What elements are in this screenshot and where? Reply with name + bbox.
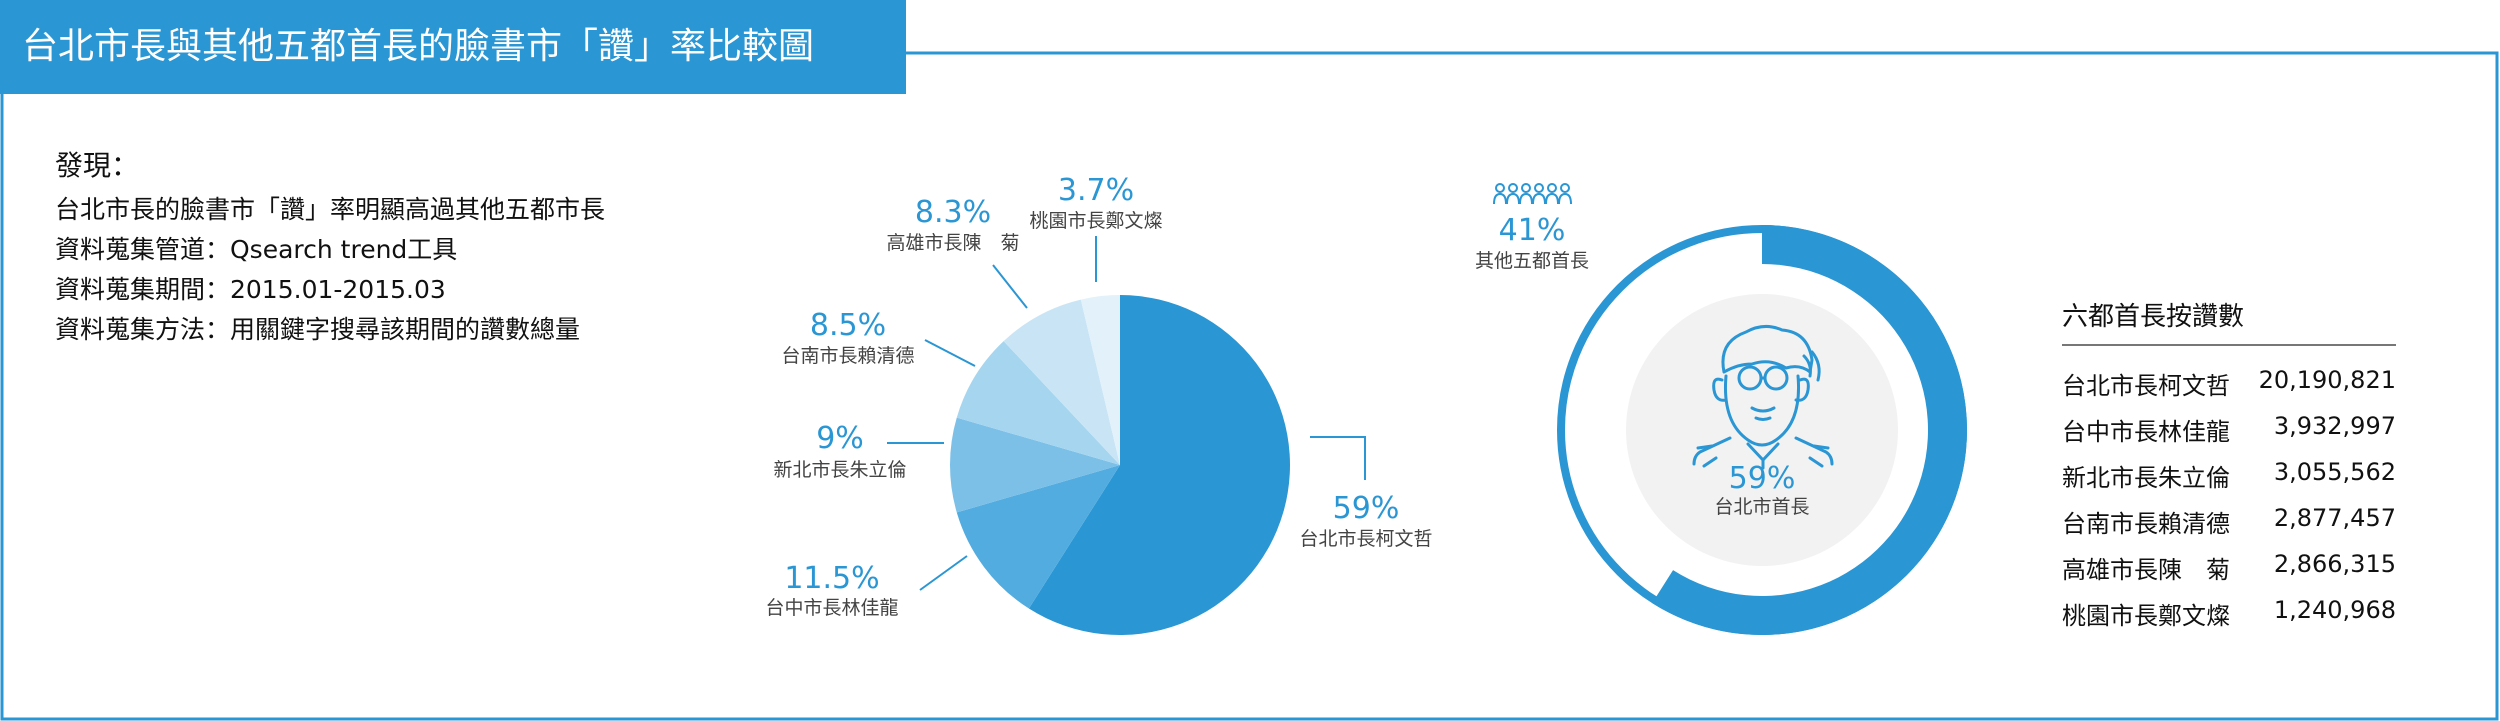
pie-leader-line: [919, 555, 968, 591]
pie-value-label: 59%: [1333, 491, 1400, 526]
pie-slice: [956, 465, 1120, 609]
table-row: 台中市長林佳龍 3,932,997: [2062, 412, 2396, 448]
table-row: 台南市長賴清德 2,877,457: [2062, 504, 2396, 540]
table-row-value: 2,866,315: [2273, 550, 2396, 578]
findings-heading: 發現：: [55, 149, 140, 182]
page-title: 台北市長與其他五都首長的臉書市「讚」率比較圖: [0, 0, 906, 94]
table-row-name: 高雄市長陳 菊: [2062, 556, 2230, 584]
table-row-value: 20,190,821: [2258, 366, 2396, 394]
table-row-name: 新北市長朱立倫: [2062, 464, 2230, 492]
table-row-name: 桃園市長鄭文燦: [2062, 602, 2230, 630]
table-row: 桃園市長鄭文燦 1,240,968: [2062, 596, 2396, 632]
pie-category-label: 新北市長朱立倫: [773, 459, 906, 481]
pie-value-label: 3.7%: [1058, 173, 1134, 208]
pie-category-label: 桃園市長鄭文燦: [1029, 210, 1162, 232]
pie-leader-line: [1310, 436, 1366, 480]
table-row-value: 1,240,968: [2273, 596, 2396, 624]
donut-other-label: 其他五都首長: [1475, 250, 1589, 272]
table-row-name: 台北市長柯文哲: [2062, 372, 2230, 400]
finding-line: 台北市長的臉書市「讚」率明顯高過其他五都市長: [55, 195, 606, 224]
table-row: 新北市長朱立倫 3,055,562: [2062, 458, 2396, 494]
pie-slice: [1080, 295, 1120, 465]
pie-category-label: 台北市長柯文哲: [1299, 528, 1432, 550]
table-row-value: 2,877,457: [2273, 504, 2396, 532]
pie-slice: [950, 417, 1120, 513]
table-row-value: 3,055,562: [2273, 458, 2396, 486]
pie-slice: [1003, 299, 1120, 465]
period-line: 資料蒐集期間：2015.01-2015.03: [55, 275, 446, 304]
table-row-value: 3,932,997: [2273, 412, 2396, 440]
table-row: 高雄市長陳 菊 2,866,315: [2062, 550, 2396, 586]
table-row-name: 台中市長林佳龍: [2062, 418, 2230, 446]
pie-leader-line: [924, 339, 976, 367]
pie-category-label: 台南市長賴清德: [781, 345, 914, 367]
method-line: 資料蒐集方法：用關鍵字搜尋該期間的讚數總量: [55, 315, 581, 344]
donut-other-value: 41%: [1499, 213, 1566, 248]
pie-category-label: 高雄市長陳 菊: [886, 232, 1019, 254]
donut-main-value: 59%: [1729, 461, 1796, 496]
pie-slice: [956, 341, 1120, 465]
donut-center: [1626, 294, 1898, 566]
pie-slice: [1028, 295, 1290, 635]
pie-value-label: 8.3%: [915, 195, 991, 230]
table-title: 六都首長按讚數: [2062, 302, 2245, 332]
donut-main-label: 台北市首長: [1714, 496, 1809, 518]
people-group-icon: [1493, 183, 1572, 205]
pie-category-label: 台中市長林佳龍: [765, 597, 898, 619]
table-divider: [2062, 344, 2396, 346]
findings-block: 發現： 台北市長的臉書市「讚」率明顯高過其他五都市長 資料蒐集管道：Qsearc…: [55, 146, 605, 350]
table-row: 台北市長柯文哲 20,190,821: [2062, 366, 2396, 402]
mayor-face-icon: [1692, 325, 1834, 470]
donut-segment-main: [1652, 225, 1968, 636]
pie-value-label: 11.5%: [784, 561, 879, 596]
pie-value-label: 9%: [816, 421, 864, 456]
pie-value-label: 8.5%: [810, 308, 886, 343]
source-line: 資料蒐集管道：Qsearch trend工具: [55, 235, 458, 264]
pie-leader-line: [992, 264, 1028, 309]
table-row-name: 台南市長賴清德: [2062, 510, 2230, 538]
